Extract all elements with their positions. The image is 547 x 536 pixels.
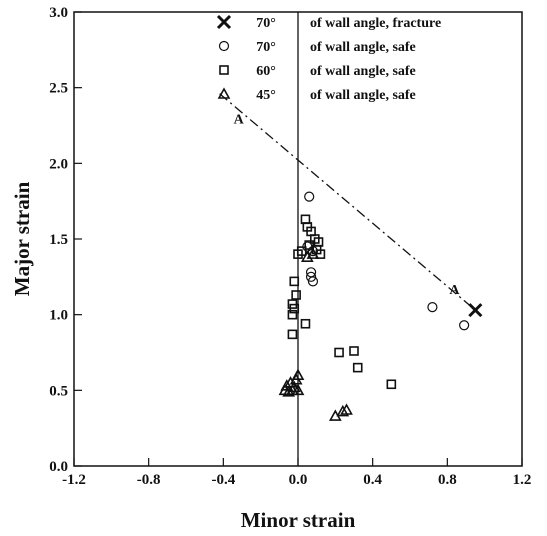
square-point — [291, 290, 301, 300]
x-axis-title: Minor strain — [241, 508, 356, 532]
y-tick-label: 0.5 — [49, 383, 68, 399]
y-tick-label: 1.5 — [49, 232, 68, 248]
reference-line-a: AA — [219, 93, 476, 311]
square-point — [300, 318, 311, 329]
circle-point — [427, 302, 438, 313]
square-point — [334, 347, 344, 358]
triangle-point — [282, 385, 296, 397]
legend-angle: 45° — [256, 88, 276, 103]
data-points — [278, 191, 483, 421]
x-tick-label: -1.2 — [62, 472, 86, 488]
legend-label: of wall angle, fracture — [310, 16, 441, 31]
reference-label-start: A — [234, 113, 245, 128]
cross-point — [468, 303, 483, 318]
reference-line — [219, 93, 476, 311]
square-point — [289, 303, 300, 314]
square-point — [289, 276, 300, 287]
reference-label-end: A — [449, 283, 460, 298]
axis-ticks: -1.2 -0.8 -0.4 0.0 0.4 0.8 1.2 0.0 0.5 1.0 1.5 2.0 2… — [49, 5, 531, 488]
triangle-point — [306, 247, 320, 259]
legend: 70° of wall angle, fracture 70° of wall ang… — [216, 14, 441, 103]
legend-label: of wall angle, safe — [310, 64, 416, 79]
x-tick-label: 0.0 — [289, 472, 308, 488]
y-tick-label: 3.0 — [49, 5, 68, 21]
circle-point — [307, 276, 319, 287]
triangle-point — [291, 368, 305, 381]
y-tick-label: 0.0 — [49, 459, 68, 475]
legend-angle: 70° — [256, 40, 276, 55]
square-point — [386, 379, 397, 390]
legend-marker-triangle — [217, 87, 231, 99]
triangle-point — [284, 376, 297, 388]
triangle-point — [340, 403, 353, 415]
circle-point — [305, 271, 317, 282]
x-tick-label: -0.8 — [137, 472, 161, 488]
triangle-point — [291, 383, 305, 396]
legend-marker-cross — [216, 14, 232, 30]
circle-point — [304, 191, 315, 202]
triangle-point — [336, 404, 350, 417]
y-tick-label: 1.0 — [49, 308, 68, 324]
x-tick-label: -0.4 — [211, 472, 235, 488]
y-tick-label: 2.5 — [49, 81, 68, 97]
square-point — [349, 346, 359, 356]
square-point — [287, 309, 298, 320]
circle-point — [459, 320, 470, 331]
cross-stroke — [468, 303, 483, 318]
y-axis-title: Major strain — [10, 181, 34, 296]
x-tick-label: 0.4 — [363, 472, 382, 488]
x-tick-label: 0.8 — [438, 472, 457, 488]
legend-marker-circle — [218, 40, 230, 52]
legend-marker-square — [219, 65, 229, 75]
y-tick-label: 2.0 — [49, 156, 68, 172]
cross-stroke — [216, 14, 232, 30]
legend-label: of wall angle, safe — [310, 88, 416, 103]
triangle-point — [300, 250, 314, 262]
legend-angle: 60° — [256, 64, 276, 79]
legend-label: of wall angle, safe — [310, 40, 416, 55]
square-point — [287, 329, 298, 340]
x-tick-label: 1.2 — [513, 472, 532, 488]
legend-angle: 70° — [256, 16, 276, 31]
square-point — [293, 249, 303, 259]
square-point — [352, 362, 363, 373]
